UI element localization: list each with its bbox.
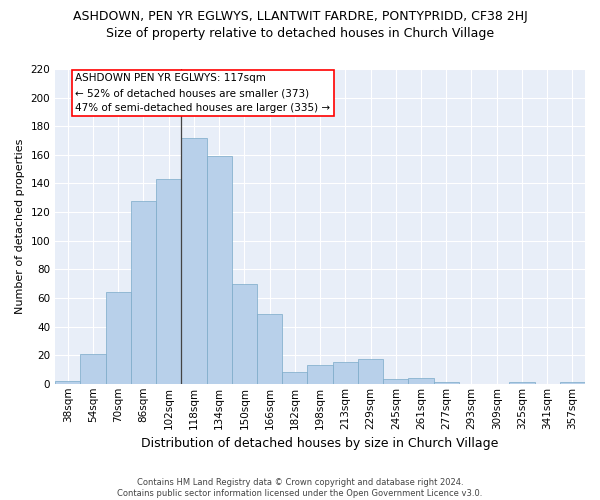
Bar [409, 378, 434, 384]
Bar [232, 284, 257, 384]
X-axis label: Distribution of detached houses by size in Church Village: Distribution of detached houses by size … [142, 437, 499, 450]
Text: ASHDOWN, PEN YR EGLWYS, LLANTWIT FARDRE, PONTYPRIDD, CF38 2HJ: ASHDOWN, PEN YR EGLWYS, LLANTWIT FARDRE,… [73, 10, 527, 23]
Y-axis label: Number of detached properties: Number of detached properties [15, 138, 25, 314]
Text: Contains HM Land Registry data © Crown copyright and database right 2024.
Contai: Contains HM Land Registry data © Crown c… [118, 478, 482, 498]
Bar [106, 292, 131, 384]
Bar [307, 365, 332, 384]
Bar [358, 360, 383, 384]
Text: ASHDOWN PEN YR EGLWYS: 117sqm
← 52% of detached houses are smaller (373)
47% of : ASHDOWN PEN YR EGLWYS: 117sqm ← 52% of d… [76, 74, 331, 113]
Bar [80, 354, 106, 384]
Bar [156, 179, 181, 384]
Bar [332, 362, 358, 384]
Text: Size of property relative to detached houses in Church Village: Size of property relative to detached ho… [106, 28, 494, 40]
Bar [257, 314, 282, 384]
Bar [434, 382, 459, 384]
Bar [509, 382, 535, 384]
Bar [206, 156, 232, 384]
Bar [55, 381, 80, 384]
Bar [383, 380, 409, 384]
Bar [131, 200, 156, 384]
Bar [181, 138, 206, 384]
Bar [560, 382, 585, 384]
Bar [282, 372, 307, 384]
